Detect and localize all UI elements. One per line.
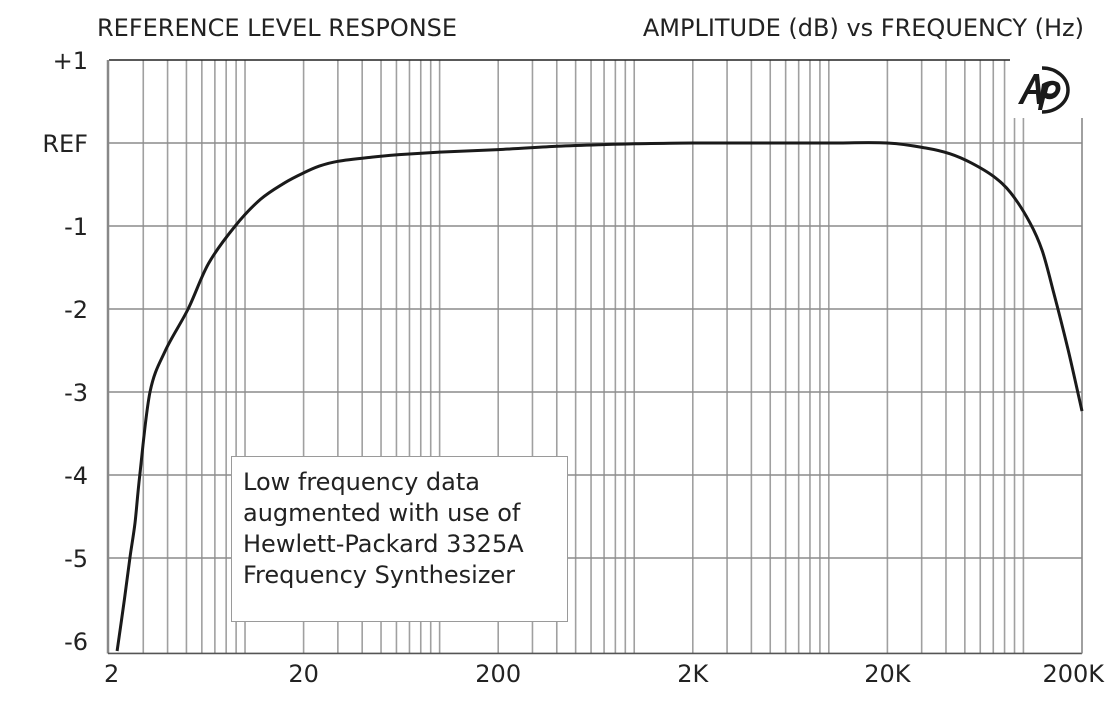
x-tick-label: 2K [677, 660, 709, 688]
y-tick-label: +1 [53, 47, 88, 75]
y-tick-label: -4 [64, 462, 88, 490]
x-tick-label: 20K [864, 660, 912, 688]
y-tick-label: -2 [64, 296, 88, 324]
y-tick-label: REF [42, 130, 88, 158]
response-curve [115, 141, 1084, 652]
x-tick-label: 20 [288, 660, 319, 688]
y-tick-label: -3 [64, 379, 88, 407]
annotation-line: Frequency Synthesizer [243, 561, 516, 589]
annotation-line: Low frequency data [243, 468, 480, 496]
ap-logo-icon [1018, 66, 1070, 114]
y-tick-label: -6 [64, 628, 88, 656]
annotation-line: augmented with use of [243, 499, 521, 527]
ap-logo [1012, 64, 1080, 116]
chart-subtitle: AMPLITUDE (dB) vs FREQUENCY (Hz) [642, 14, 1084, 42]
annotation-line: Hewlett-Packard 3325A [243, 530, 524, 558]
annotation-box: Low frequency data augmented with use of… [231, 456, 568, 622]
y-tick-label: -1 [64, 213, 88, 241]
x-tick-label: 200K [1042, 660, 1105, 688]
x-tick-label: 200 [475, 660, 521, 688]
y-tick-label: -5 [64, 545, 88, 573]
x-tick-label: 2 [104, 660, 119, 688]
chart-title: REFERENCE LEVEL RESPONSE [97, 14, 458, 42]
